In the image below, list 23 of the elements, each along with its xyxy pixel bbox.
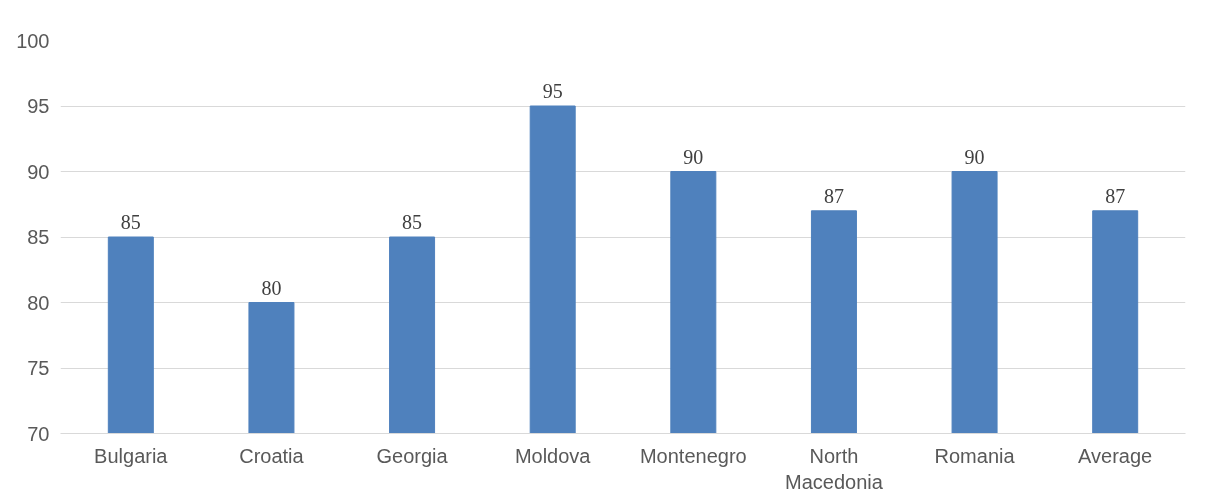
data-label: 87 [1105, 184, 1126, 207]
data-label: 85 [120, 211, 141, 233]
y-tick-label: 95 [27, 95, 50, 117]
y-tick-label: 100 [16, 29, 50, 52]
x-tick-label: Bulgaria [94, 444, 169, 467]
data-label: 95 [542, 80, 563, 102]
x-tick-label: Croatia [239, 444, 305, 467]
x-tick-label: Montenegro [639, 444, 747, 467]
y-tick-label: 75 [27, 357, 50, 379]
x-tick-label: North Macedonia [785, 444, 884, 493]
data-label: 90 [683, 145, 704, 168]
y-tick-label: 80 [27, 291, 50, 314]
x-tick-label: Moldova [514, 444, 592, 467]
data-label: 80 [261, 276, 282, 299]
y-tick-label: 90 [27, 160, 50, 183]
y-tick-label: 85 [27, 226, 50, 248]
y-tick-label: 70 [27, 422, 50, 445]
x-tick-label: Georgia [376, 444, 449, 467]
data-label: 87 [823, 184, 844, 207]
data-label: 90 [964, 145, 985, 168]
x-tick-label: Average [1078, 444, 1153, 467]
data-label: 85 [402, 211, 423, 233]
x-tick-label: Romania [934, 444, 1016, 467]
